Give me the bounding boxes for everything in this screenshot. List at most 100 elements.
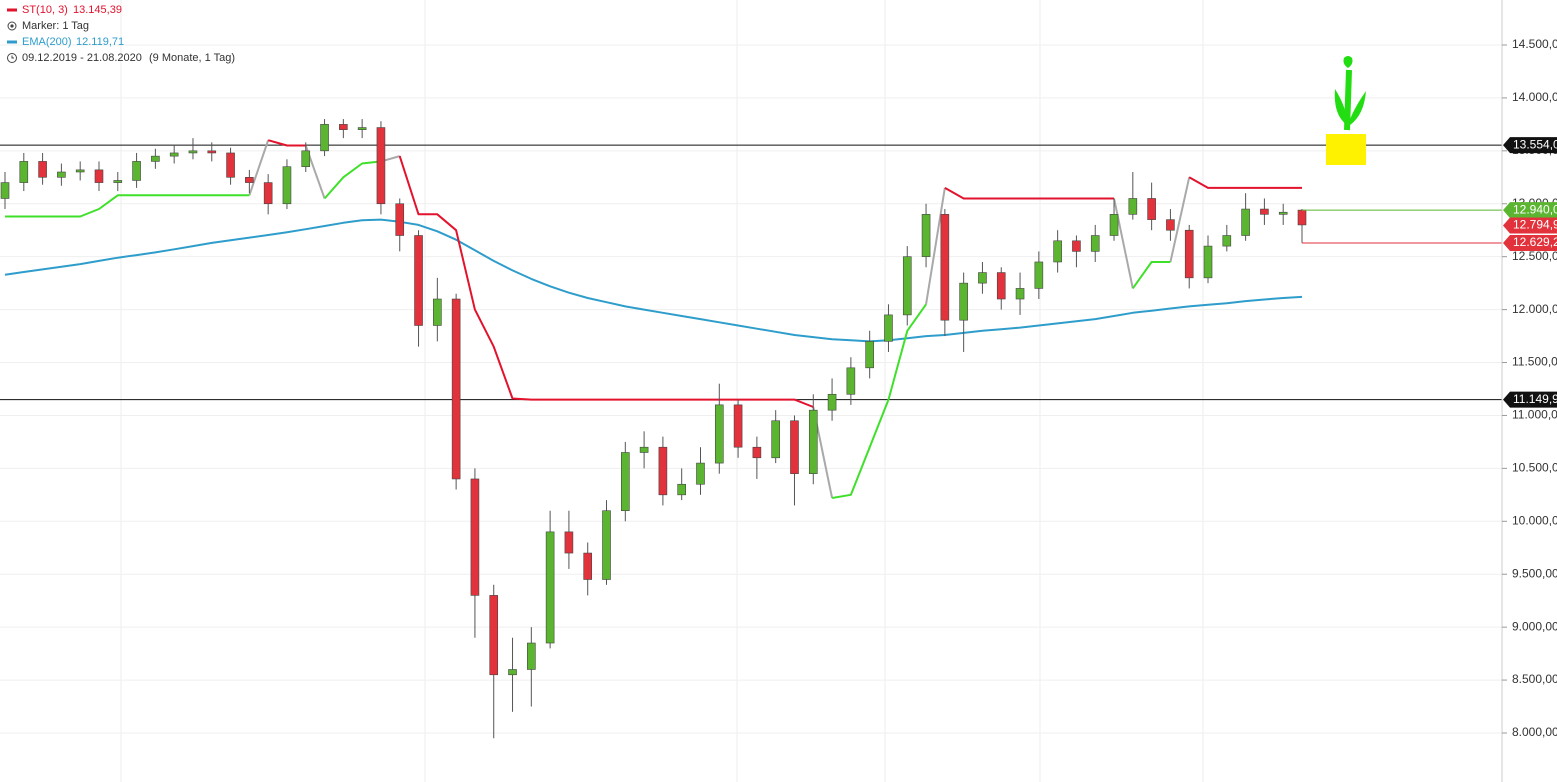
candle-body [978, 272, 987, 284]
candle-body [357, 127, 367, 130]
date-grid [120, 0, 1204, 782]
candle-body [545, 531, 555, 644]
price-tag-bg [1503, 202, 1557, 219]
sprout-leaf [1334, 89, 1347, 125]
candle-body [1015, 288, 1025, 300]
legend: ST(10, 3) 13.145,39 Marker: 1 Tag EMA(20… [7, 4, 235, 64]
candle-body [846, 367, 856, 395]
clock-icon [7, 53, 17, 63]
legend-swatch [7, 21, 17, 31]
candle-body [489, 595, 499, 676]
sprout-bud [1343, 56, 1353, 68]
y-tick-label: 14.000,00 [1512, 90, 1557, 104]
candle-body [527, 642, 536, 670]
candle-body [508, 669, 517, 676]
candle-body [583, 552, 593, 580]
candle-body [395, 203, 405, 236]
plot [0, 119, 1502, 739]
candle-body [1034, 261, 1044, 289]
y-tick-label: 14.500,00 [1512, 37, 1557, 51]
candle-body [301, 150, 311, 168]
candle-body [714, 404, 724, 464]
candle-body [1166, 219, 1175, 231]
highlight [1326, 134, 1366, 165]
candle-body [1184, 229, 1194, 279]
legend-label: EMA(200) [22, 36, 72, 48]
supertrend-down [267, 139, 306, 147]
candle-body [376, 127, 386, 205]
candle-body [320, 124, 329, 152]
candle-body [677, 483, 686, 496]
supertrend-up [1131, 261, 1171, 289]
price-tag-bg [1503, 235, 1557, 252]
price-tag: 12.940,0 [1513, 202, 1557, 216]
supertrend-switch [925, 187, 946, 305]
drawing [1326, 56, 1366, 165]
candle-body [1278, 211, 1288, 215]
price-tag: 12.629,2 [1513, 235, 1557, 249]
candle-body [696, 462, 705, 485]
candle-body [226, 152, 235, 178]
candle-body [414, 235, 423, 326]
candle-body [245, 176, 254, 183]
supertrend-switch [248, 139, 270, 196]
legend-swatch [10, 24, 14, 28]
legend-value: 12.119,71 [76, 36, 124, 48]
candle-body [263, 182, 273, 205]
supertrend-down [944, 187, 1114, 200]
legend-label: Marker: 1 Tag [22, 20, 89, 32]
candle-body [94, 169, 104, 183]
candle-body [827, 393, 837, 411]
candle-body [1147, 198, 1156, 220]
candle-body [808, 409, 818, 474]
candle-body [752, 446, 762, 459]
candle-body [865, 341, 874, 369]
candle-body [996, 272, 1006, 300]
h-line-label: 11.149,9 [1513, 392, 1557, 406]
candle-body [658, 446, 668, 496]
supertrend-down [398, 155, 814, 408]
y-tick-label: 8.000,00 [1512, 725, 1557, 739]
h-line-label-bg [1503, 137, 1557, 154]
candle-body [339, 124, 348, 130]
y-tick-label: 10.500,00 [1512, 461, 1557, 475]
sprout-stem [1344, 69, 1352, 131]
supertrend-switch [1113, 198, 1134, 289]
candle-body [451, 298, 461, 480]
candle-body [1222, 235, 1232, 247]
price-tag: 12.794,9 [1513, 218, 1557, 232]
period-note: (9 Monate, 1 Tag) [149, 52, 235, 64]
candle-body [1053, 240, 1062, 263]
candle-body [1109, 214, 1119, 236]
candle-body [771, 420, 780, 459]
candle-body [921, 214, 931, 257]
candle-body [602, 510, 611, 580]
y-tick-label: 12.000,00 [1512, 302, 1557, 316]
candle-body [1203, 245, 1213, 279]
sprout-leaf [1350, 91, 1366, 125]
candle-body [470, 478, 480, 596]
candle-body [902, 256, 912, 316]
candle-body [733, 404, 743, 448]
candle-body [1297, 209, 1307, 226]
period: 09.12.2019 - 21.08.2020 [22, 52, 142, 64]
candle-body [790, 420, 799, 474]
candle-body [940, 214, 950, 321]
supertrend-switch [1169, 177, 1191, 263]
candle-body [132, 161, 141, 181]
candle-body [564, 531, 574, 554]
h-line-label-bg [1503, 391, 1557, 408]
candle-body [959, 282, 968, 321]
candle-body [188, 150, 198, 154]
y-tick-label: 10.000,00 [1512, 513, 1557, 527]
candle-body [75, 169, 85, 173]
candle-body [169, 152, 179, 157]
candle-body [0, 182, 10, 199]
candle-body [282, 166, 292, 205]
supertrend-up [323, 160, 382, 200]
grid [0, 44, 1502, 734]
candle-body [1090, 235, 1100, 252]
y-tick-label: 11.000,00 [1512, 408, 1557, 422]
candle-body [38, 161, 47, 178]
